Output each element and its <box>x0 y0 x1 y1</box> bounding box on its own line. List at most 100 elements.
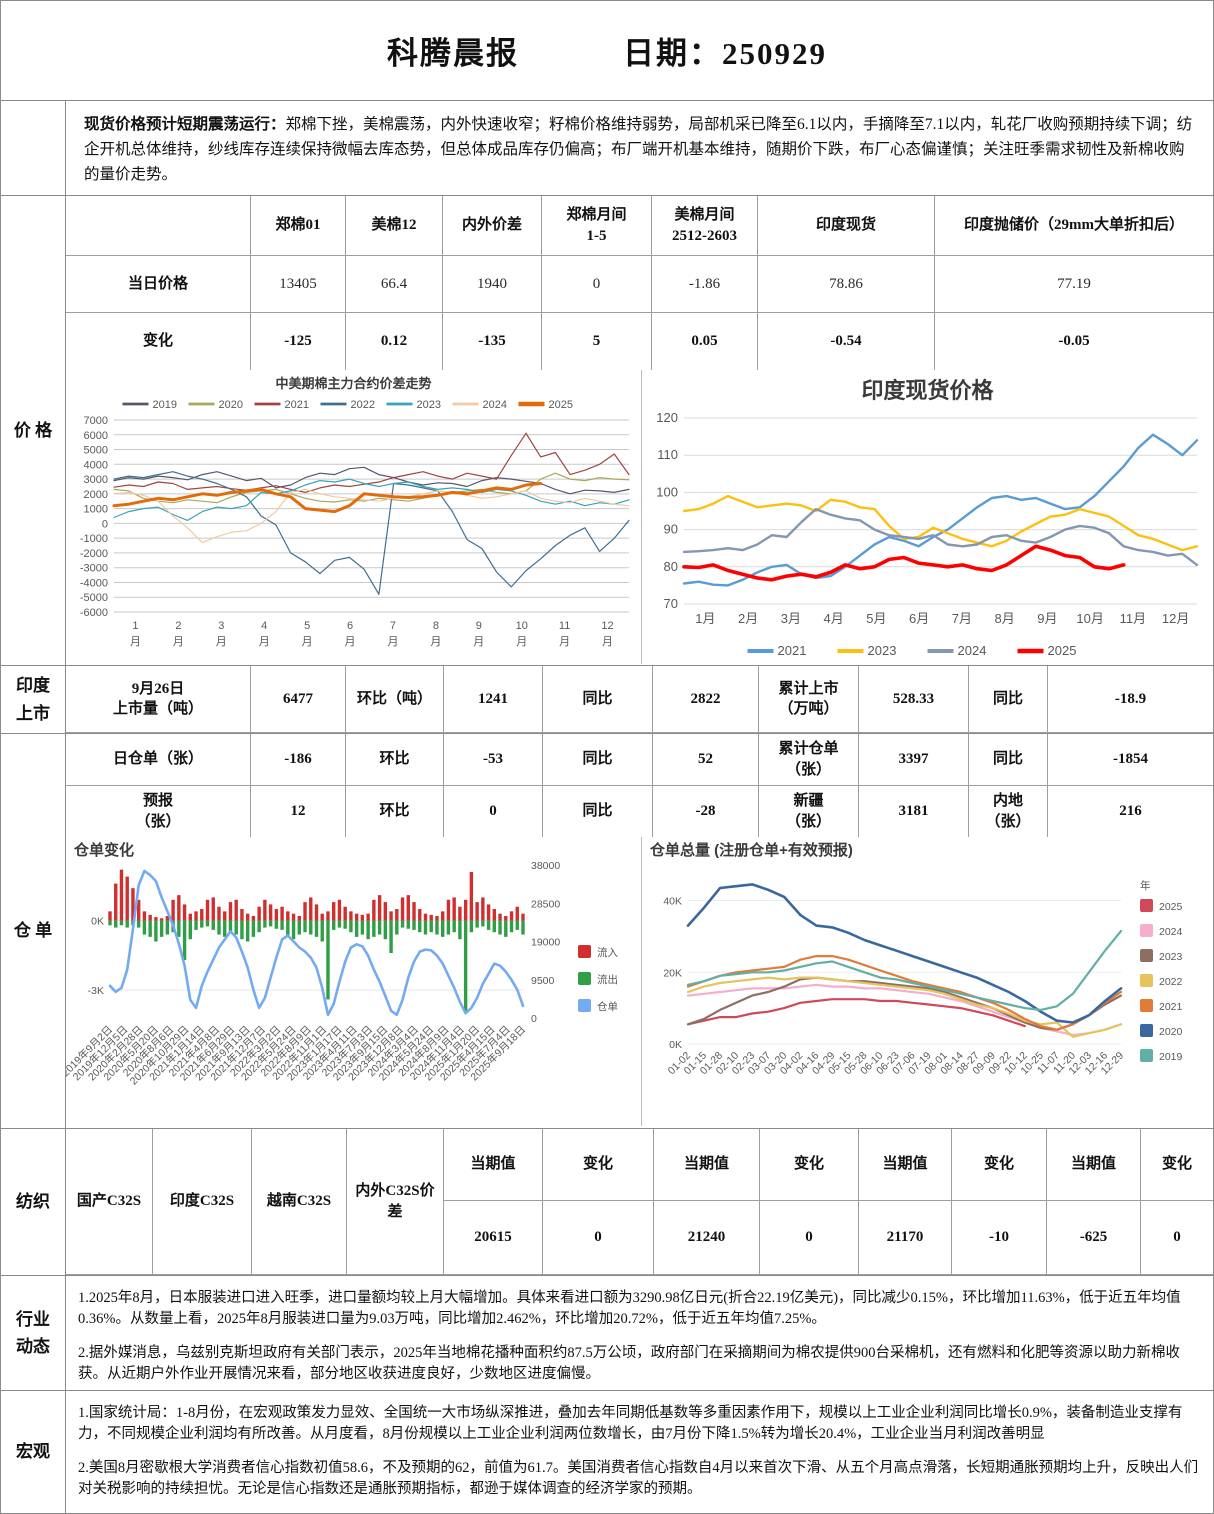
svg-text:仓单: 仓单 <box>597 1000 618 1013</box>
svg-text:12: 12 <box>601 620 613 632</box>
receipt-cell: 3181 <box>859 786 968 837</box>
textile-section: 纺织 国产C32S 当期值 变化 印度C32S 当期值 变化 越南C32S 当期… <box>1 1128 1213 1275</box>
india-table: 9月26日 上市量（吨） 6477 环比（吨） 1241 同比 2822 累计上… <box>66 666 1213 733</box>
receipt-cell: 环比 <box>346 734 443 785</box>
svg-text:流出: 流出 <box>597 973 618 986</box>
svg-text:2023: 2023 <box>1159 951 1183 963</box>
svg-text:40K: 40K <box>663 896 682 908</box>
receipt-cell: 预报 （张） <box>66 786 250 837</box>
svg-text:10月: 10月 <box>1076 611 1103 626</box>
india-cell: 环比（吨） <box>346 666 443 732</box>
receipt-change-chart: 0K -3K 38000 28500 19000 9500 0 2019年9月2日 2019年1… <box>66 837 641 1126</box>
svg-text:2025: 2025 <box>1048 643 1077 658</box>
svg-text:-5000: -5000 <box>80 592 108 604</box>
textile-value: 0 <box>1141 1201 1213 1274</box>
textile-col-header: 变化 <box>1141 1129 1213 1200</box>
macro-item: 2.美国8月密歇根大学消费者信心指数初值58.6，不及预期的62，前值为61.7… <box>78 1460 1199 1497</box>
price-header: 美棉月间 2512-2603 <box>652 196 757 255</box>
svg-text:2022: 2022 <box>351 399 375 411</box>
svg-text:9500: 9500 <box>531 975 555 987</box>
price-value: 0 <box>542 256 651 312</box>
svg-text:11: 11 <box>559 620 570 632</box>
svg-text:12月: 12月 <box>1162 611 1189 626</box>
svg-text:9: 9 <box>476 620 482 632</box>
industry-text: 1.2025年8月，日本服装进口进入旺季，进口量额均较上月大幅增加。具体来看进口… <box>66 1276 1213 1390</box>
receipt-cell: -28 <box>653 786 758 837</box>
textile-value: 20615 <box>444 1201 542 1274</box>
svg-text:8月: 8月 <box>995 611 1015 626</box>
textile-col-header: 当期值 <box>444 1129 542 1200</box>
india-cell: 9月26日 上市量（吨） <box>66 666 250 732</box>
receipt-total-chart: 40K 20K 0K 01-02 01-15 01-28 02-10 02-23 03-07 03… <box>641 837 1213 1126</box>
svg-text:2022: 2022 <box>1159 976 1183 988</box>
svg-text:8: 8 <box>433 620 439 632</box>
price-header: 印度抛储价（29mm大单折扣后） <box>935 196 1213 255</box>
svg-text:-3000: -3000 <box>80 563 108 575</box>
price-change: 5 <box>542 313 651 370</box>
textile-col-header: 变化 <box>760 1129 858 1200</box>
svg-text:5: 5 <box>304 620 310 632</box>
report-date: 日期：250929 <box>623 36 827 71</box>
receipt-cell: -1854 <box>1048 734 1213 785</box>
macro-item: 1.国家统计局：1-8月份，在宏观政策发力显效、全国统一大市场纵深推进，叠加去年… <box>78 1405 1183 1442</box>
svg-text:0: 0 <box>531 1013 537 1025</box>
svg-text:2: 2 <box>175 620 181 632</box>
svg-text:0K: 0K <box>669 1039 682 1051</box>
svg-text:7000: 7000 <box>84 415 108 427</box>
svg-text:2024: 2024 <box>1159 926 1183 938</box>
india-spot-price-chart: 120 110 100 90 80 70 1月 2月 3月 4月 5月 6月 7月 8月 9月 10月 11月 1… <box>641 370 1213 664</box>
svg-text:0: 0 <box>102 518 108 530</box>
svg-text:38000: 38000 <box>531 860 560 872</box>
textile-value: -10 <box>952 1201 1046 1274</box>
textile-value: -625 <box>1047 1201 1140 1274</box>
svg-text:中美期棉主力合约价差走势: 中美期棉主力合约价差走势 <box>275 376 431 391</box>
svg-text:1000: 1000 <box>84 504 108 516</box>
svg-text:2025: 2025 <box>1159 901 1183 913</box>
svg-text:印度现货价格: 印度现货价格 <box>861 378 994 403</box>
svg-text:-3K: -3K <box>88 985 104 997</box>
india-section: 印度 上市 9月26日 上市量（吨） 6477 环比（吨） 1241 同比 28… <box>1 665 1213 733</box>
side-cell-empty <box>1 101 66 195</box>
svg-text:5月: 5月 <box>866 611 886 626</box>
price-change: -135 <box>443 313 541 370</box>
macro-text: 1.国家统计局：1-8月份，在宏观政策发力显效、全国统一大市场纵深推进，叠加去年… <box>66 1391 1213 1513</box>
india-cell: 同比 <box>543 666 652 732</box>
receipt-cell: 日仓单（张） <box>66 734 250 785</box>
svg-text:2021: 2021 <box>285 399 309 411</box>
svg-text:4000: 4000 <box>84 459 108 471</box>
svg-text:月: 月 <box>345 636 356 648</box>
receipt-cell: 环比 <box>346 786 443 837</box>
price-change: 0.05 <box>652 313 757 370</box>
price-header: 郑棉01 <box>251 196 345 255</box>
svg-text:28500: 28500 <box>531 898 560 910</box>
receipt-cell: -186 <box>251 734 345 785</box>
svg-text:3月: 3月 <box>781 611 801 626</box>
svg-text:3000: 3000 <box>84 474 108 486</box>
us-china-spread-chart: 7000 6000 5000 4000 3000 2000 1000 0 -1000 -2000 -… <box>66 370 641 664</box>
receipt-cell: 216 <box>1048 786 1213 837</box>
textile-group-name: 内外C32S价 差 <box>347 1129 443 1274</box>
price-charts: 7000 6000 5000 4000 3000 2000 1000 0 -1000 -2000 -… <box>66 370 1213 665</box>
svg-text:7月: 7月 <box>952 611 972 626</box>
svg-text:6月: 6月 <box>909 611 929 626</box>
price-change: -125 <box>251 313 345 370</box>
svg-text:100: 100 <box>656 484 678 499</box>
svg-text:月: 月 <box>216 636 227 648</box>
section-label-macro: 宏观 <box>1 1391 66 1513</box>
india-cell: 1241 <box>444 666 542 732</box>
svg-text:2021: 2021 <box>1159 1001 1183 1013</box>
price-change: -0.05 <box>935 313 1213 370</box>
svg-text:月: 月 <box>516 636 527 648</box>
title-row: 科腾晨报 日期：250929 <box>1 1 1213 100</box>
svg-text:120: 120 <box>656 410 678 425</box>
textile-col-header: 变化 <box>543 1129 653 1200</box>
textile-col-header: 变化 <box>952 1129 1046 1200</box>
receipt-cell: 12 <box>251 786 345 837</box>
svg-text:90: 90 <box>664 522 678 537</box>
industry-item: 1.2025年8月，日本服装进口进入旺季，进口量额均较上月大幅增加。具体来看进口… <box>78 1290 1181 1327</box>
svg-text:仓单变化: 仓单变化 <box>73 841 134 859</box>
svg-text:4月: 4月 <box>824 611 844 626</box>
svg-text:-4000: -4000 <box>80 577 108 589</box>
receipt-section: 仓 单 日仓单（张） -186 环比 -53 同比 52 累计仓单 （张） 33… <box>1 733 1213 1128</box>
india-cell: -18.9 <box>1048 666 1213 732</box>
